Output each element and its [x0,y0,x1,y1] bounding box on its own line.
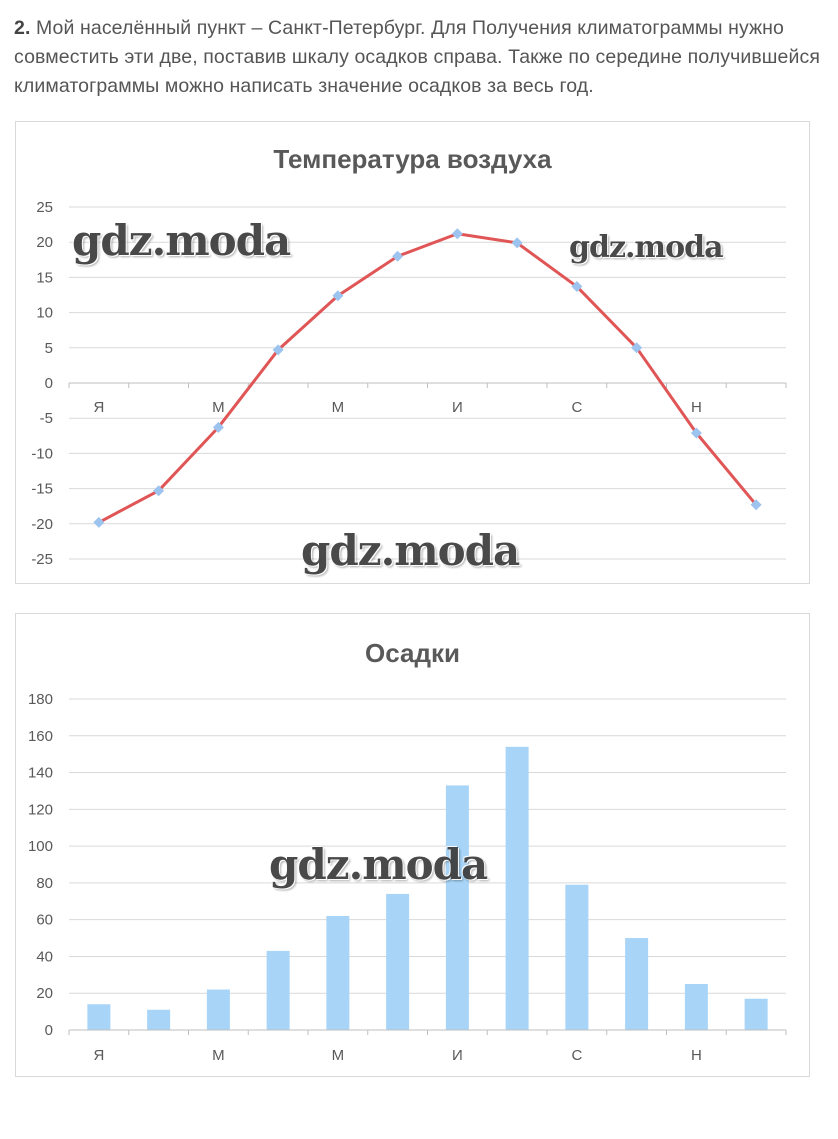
precipitation-chart-title: Осадки [365,638,460,668]
y-tick-label: 160 [28,728,53,745]
data-point [750,499,762,511]
y-tick-label: -5 [40,410,53,427]
y-tick-label: 25 [36,199,53,216]
y-tick-label: 5 [45,340,53,357]
y-tick-label: 100 [28,838,53,855]
y-tick-label: 140 [28,765,53,782]
data-point [392,250,404,262]
bar [744,998,768,1030]
bar [326,915,350,1030]
y-tick-label: 0 [45,375,53,392]
data-point [631,342,643,354]
temperature-chart-title: Температура воздуха [273,144,552,174]
bar [565,884,589,1030]
x-tick-label: М [332,1047,345,1064]
x-tick-label: С [571,1047,582,1064]
data-point [511,237,523,249]
bar [625,938,649,1030]
x-tick-label: И [452,399,463,416]
data-point [690,427,702,439]
x-tick-label: Я [93,399,104,416]
x-tick-label: Н [691,1047,702,1064]
x-tick-label: Н [691,399,702,416]
precipitation-chart-plot: 180 160 140 120 100 80 60 40 20 0 Я М М И С Н [28,691,787,1064]
temperature-chart-plot: 25 20 15 10 5 0 -5 -10 -15 -20 -25 Я М М И С Н [31,199,787,568]
x-tick-label: М [212,399,225,416]
y-tick-label: 20 [36,985,53,1002]
bar [266,950,290,1030]
x-tick-label: М [332,399,345,416]
task-number: 2. [14,17,31,39]
x-tick-label: И [452,1047,463,1064]
y-tick-label: 15 [36,269,53,286]
y-tick-label: 120 [28,801,53,818]
temperature-chart: Температура воздуха 25 20 15 10 5 0 -5 -10 -15 -2… [15,121,810,584]
data-point [93,516,105,528]
y-tick-label: 10 [36,305,53,322]
bar [87,1004,111,1030]
precipitation-chart: Осадки 180 160 140 120 100 80 60 40 20 0 Я М М И С Н gd… [15,613,810,1077]
data-point [571,281,583,293]
x-tick-label: С [571,399,582,416]
y-tick-label: 60 [36,912,53,929]
y-tick-label: 180 [28,691,53,708]
data-point [272,344,284,356]
data-point [451,228,463,240]
bar [147,1009,171,1030]
y-tick-label: -10 [31,445,53,462]
y-tick-label: -20 [31,516,53,533]
series-line [98,232,758,524]
data-point [153,485,165,497]
bar [206,989,230,1030]
x-tick-label: Я [93,1047,104,1064]
data-point [332,290,344,302]
x-tick-label: М [212,1047,225,1064]
y-tick-label: -25 [31,551,53,568]
data-point [212,421,224,433]
bar [505,746,529,1030]
y-tick-label: 0 [45,1022,53,1039]
bar [445,785,469,1030]
task-text: 2. Мой населённый пункт – Санкт-Петербур… [14,14,832,101]
bar [386,893,410,1030]
y-tick-label: 20 [36,234,53,251]
task-body: Мой населённый пункт – Санкт-Петербург. … [14,17,820,97]
y-tick-label: 40 [36,948,53,965]
bar [684,984,708,1030]
y-tick-label: 80 [36,875,53,892]
y-tick-label: -15 [31,481,53,498]
